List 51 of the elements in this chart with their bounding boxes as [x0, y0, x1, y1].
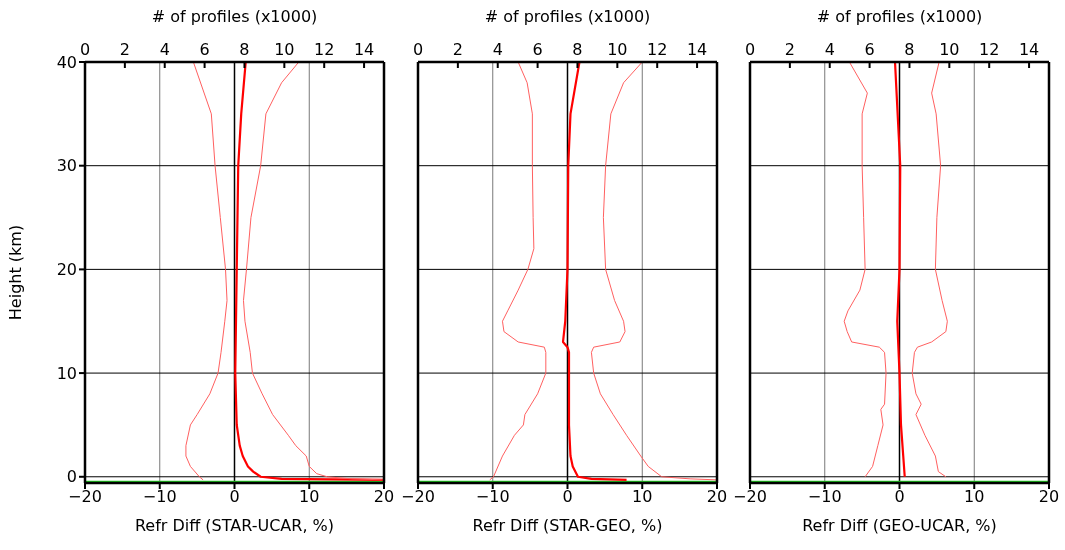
x-tick-label: 10	[632, 487, 653, 507]
x2-tick-label: 14	[686, 40, 708, 59]
y-axis-title: Height (km)	[5, 224, 25, 321]
x2-axis-title: # of profiles (x1000)	[151, 7, 318, 26]
x2-tick-label: 2	[119, 40, 130, 59]
x2-tick-label: 10	[939, 40, 960, 59]
x2-tick-label: 0	[412, 40, 424, 59]
x-tick-label: −20	[68, 487, 102, 507]
x-tick-label: 0	[562, 487, 573, 507]
x2-tick-label: 2	[452, 40, 463, 59]
x2-tick-label: 14	[1018, 40, 1040, 59]
x2-tick-label: 8	[904, 40, 915, 59]
x2-tick-label: 4	[159, 40, 170, 59]
y-tick-label: 40	[56, 52, 77, 72]
y-tick-label: 30	[56, 156, 77, 176]
x2-tick-label: 2	[784, 40, 795, 59]
x-tick-label: −20	[733, 487, 767, 507]
x2-tick-label: 12	[647, 40, 668, 59]
x2-tick-label: 6	[864, 40, 875, 59]
y-tick-label: 20	[56, 260, 77, 280]
x-tick-label: 20	[1038, 487, 1060, 507]
x2-tick-label: 12	[314, 40, 335, 59]
x-tick-label: 20	[706, 487, 728, 507]
x2-tick-label: 10	[607, 40, 628, 59]
x2-tick-label: 6	[532, 40, 543, 59]
x2-tick-label: 8	[572, 40, 583, 59]
x-axis-title: Refr Diff (STAR-GEO, %)	[472, 516, 663, 535]
x-tick-label: 0	[229, 487, 240, 507]
y-tick-label: 0	[66, 467, 77, 487]
x2-tick-label: 0	[744, 40, 756, 59]
x2-axis-title: # of profiles (x1000)	[816, 7, 983, 26]
y-tick-label: 10	[56, 363, 77, 383]
x-tick-label: −10	[475, 487, 510, 507]
x2-tick-label: 0	[79, 40, 91, 59]
x-tick-label: −10	[142, 487, 177, 507]
x2-axis-title: # of profiles (x1000)	[484, 7, 651, 26]
x2-tick-label: 8	[239, 40, 250, 59]
x-tick-label: 20	[373, 487, 395, 507]
x2-tick-label: 6	[199, 40, 210, 59]
x-tick-label: 0	[894, 487, 905, 507]
x2-tick-label: 4	[824, 40, 835, 59]
x2-tick-label: 12	[979, 40, 1000, 59]
x-axis-title: Refr Diff (GEO-UCAR, %)	[802, 516, 997, 535]
x-tick-label: −20	[401, 487, 435, 507]
x-tick-label: −10	[807, 487, 842, 507]
x-axis-title: Refr Diff (STAR-UCAR, %)	[134, 516, 335, 535]
x-tick-label: 10	[299, 487, 320, 507]
x2-tick-label: 4	[492, 40, 503, 59]
x-tick-label: 10	[964, 487, 985, 507]
x2-tick-label: 14	[353, 40, 375, 59]
x2-tick-label: 10	[274, 40, 295, 59]
